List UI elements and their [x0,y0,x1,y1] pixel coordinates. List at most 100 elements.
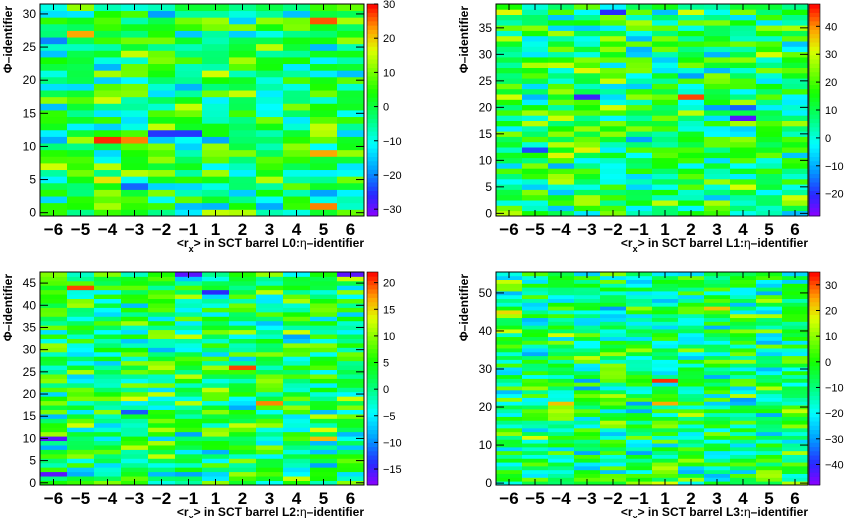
heatmap-cell [283,149,311,157]
heatmap-cell [175,57,203,65]
heatmap-cell [574,355,601,360]
heatmap-cell [730,184,757,190]
heatmap-cell [756,62,783,68]
heatmap-cell [121,169,149,177]
heatmap-cell [175,96,203,104]
heatmap-cell [148,285,176,291]
heatmap-cell [40,63,68,71]
y-tick-label: 0 [485,206,492,220]
heatmap-cell [756,67,783,74]
heatmap-cell [337,436,365,442]
heatmap-cell [574,189,601,196]
heatmap-cell [756,173,783,180]
heatmap-cell [626,163,653,169]
colorbar-step [809,37,820,43]
heatmap-cell [522,397,549,402]
colorbar-step [367,143,378,149]
heatmap-cell [678,389,705,395]
heatmap-cell [704,88,731,95]
heatmap-cell [756,283,783,288]
heatmap-cell [175,136,203,144]
heatmap-cell [548,173,575,180]
heatmap-cell [175,176,203,184]
heatmap-cell [67,189,95,197]
heatmap-cell [40,182,68,190]
heatmap-cell [548,72,575,79]
heatmap-cell [548,351,575,357]
heatmap-cell [256,23,284,31]
heatmap-cell [678,370,705,376]
heatmap-cell [678,439,705,444]
heatmap-cell [40,276,68,282]
colorbar-step [367,25,378,30]
y-tick-label: 5 [29,454,36,468]
heatmap-cell [121,298,149,304]
heatmap-cell [730,351,757,357]
colorbar-step [809,331,820,337]
heatmap-cell [782,473,809,478]
heatmap-cell [522,141,549,148]
heatmap-cell [202,63,230,71]
heatmap-cell [310,143,338,151]
heatmap-cell [310,285,338,291]
heatmap-cell [337,196,365,204]
heatmap-cell [730,157,757,164]
heatmap-cell [756,469,783,474]
heatmap-cell [548,336,575,341]
colorbar-step [367,156,378,162]
heatmap-cell [704,168,731,174]
heatmap-cell [782,99,809,106]
heatmap-cell [782,351,809,357]
heatmap-cell [121,378,149,384]
colorbar-step [367,169,378,174]
heatmap-cell [496,178,523,185]
heatmap-cell [496,412,523,417]
heatmap-cell [756,397,783,402]
heatmap-cell [40,382,68,388]
heatmap-cell [496,306,523,311]
colorbar-step [809,114,820,119]
heatmap-cell [704,41,731,47]
heatmap-cell [283,436,311,442]
heatmap-cell [40,76,68,84]
plot-frame [39,3,365,217]
heatmap-cell [283,378,311,384]
heatmap-cell [600,168,627,174]
heatmap-cell [756,473,783,478]
heatmap-cell [756,386,783,391]
heatmap-cell [229,176,257,184]
heatmap-cell [121,70,149,78]
heatmap-cell [678,473,705,478]
heatmap-cell [496,62,523,68]
heatmap-cell [94,156,122,164]
heatmap-cell [148,440,176,446]
heatmap-cell [310,129,338,137]
heatmap-cell [148,90,176,98]
heatmap-cell [94,196,122,204]
heatmap-cell [310,289,338,295]
heatmap-cell [94,83,122,91]
heatmap-cell [202,409,230,415]
heatmap-cell [652,412,679,417]
heatmap-cell [337,462,365,468]
heatmap-cell [256,285,284,291]
heatmap-cell [574,163,601,169]
heatmap-cell [121,320,149,326]
colorbar-step [367,442,378,448]
heatmap-cell [652,420,679,425]
heatmap-cell [730,110,757,116]
heatmap-cell [175,422,203,428]
colorbar-step [367,12,378,18]
heatmap-cell [337,382,365,388]
heatmap-cell [496,462,523,467]
heatmap-cell [548,110,575,116]
heatmap-cell [548,344,575,349]
heatmap-cell [283,196,311,204]
heatmap-cell [121,405,149,410]
heatmap-cell [574,72,601,79]
heatmap-cell [574,141,601,148]
heatmap-cell [600,120,627,127]
heatmap-cell [337,458,365,464]
heatmap-cell [782,378,809,383]
heatmap-cell [548,424,575,429]
